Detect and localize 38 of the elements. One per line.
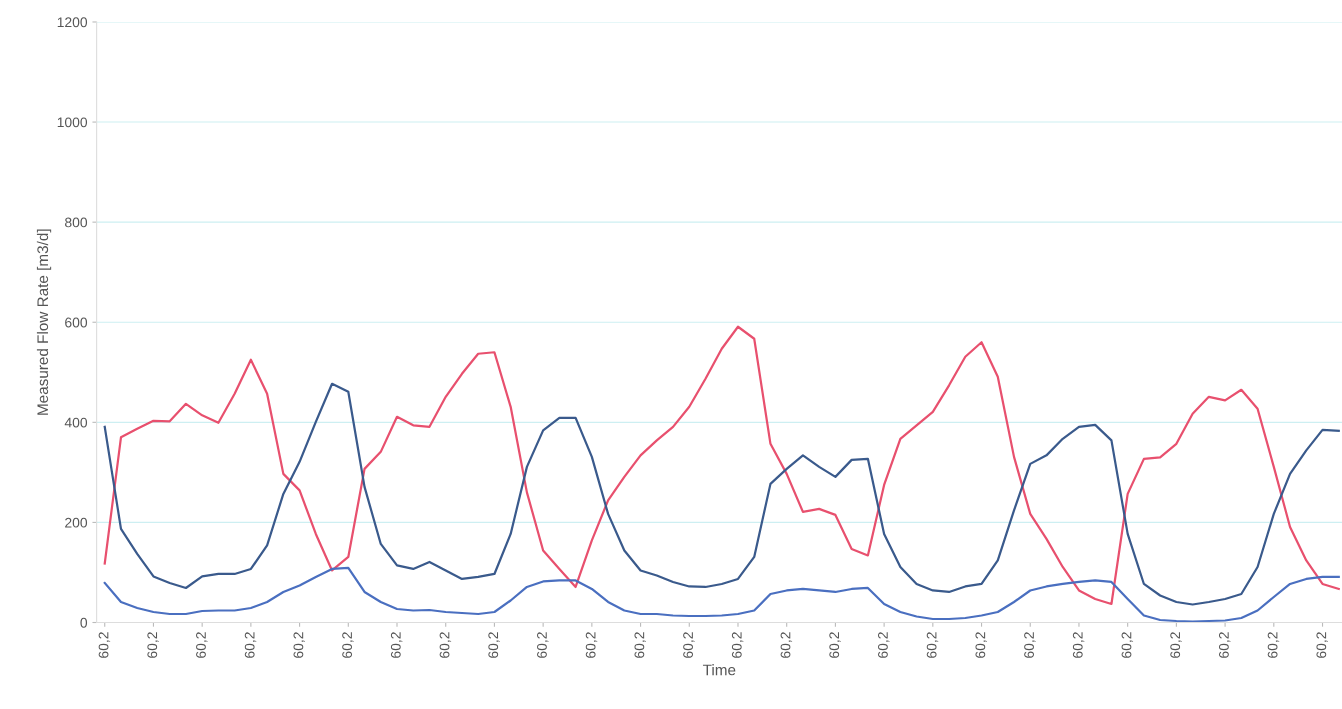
x-tick-label: 60,2 [293, 632, 305, 658]
x-tick-label: 60,2 [244, 632, 257, 658]
x-tick-label: 60,2 [98, 632, 111, 658]
x-tick-label: 60,2 [537, 632, 549, 658]
x-tick-label: 60,2 [1316, 632, 1328, 658]
x-tick-label: 60,2 [196, 632, 208, 658]
y-tick-label: 800 [65, 217, 88, 228]
x-tick-label: 60,2 [1218, 632, 1231, 658]
x-tick-label: 60,2 [1170, 632, 1182, 658]
y-tick-label: 1200 [57, 17, 88, 28]
x-tick-label: 60,2 [147, 632, 159, 658]
y-tick-label: 0 [80, 617, 88, 628]
x-tick-label: 60,2 [585, 632, 598, 658]
y-tick-label: 600 [65, 317, 88, 328]
x-tick-label: 60,2 [390, 632, 403, 658]
x-tick-label: 60,2 [975, 632, 987, 658]
y-tick-label: 200 [65, 517, 88, 528]
x-axis-title: Time [702, 664, 736, 676]
line-series [103, 325, 1340, 606]
x-tick-label: 60,2 [926, 632, 939, 658]
y-tick-label: 400 [64, 417, 88, 428]
x-tick-label: 60,2 [829, 632, 841, 658]
x-tick-label: 60,2 [683, 632, 695, 658]
x-tick-label: 60,2 [634, 632, 646, 658]
x-tick-label: 60,2 [1267, 632, 1280, 658]
x-tick-label: 60,2 [1072, 632, 1085, 658]
x-tick-label: 60,2 [731, 632, 744, 658]
y-axis-title: Measured Flow Rate [m3/d] [36, 229, 52, 415]
y-tick-label: 1000 [57, 117, 88, 128]
x-tick-label: 60,2 [1121, 632, 1134, 658]
x-tick-label: 60,2 [780, 632, 793, 658]
x-tick-label: 60,2 [342, 632, 354, 658]
line-series [103, 382, 1340, 606]
x-tick-label: 60,2 [878, 632, 890, 658]
line-series [103, 566, 1340, 623]
x-tick-label: 60,2 [488, 632, 500, 658]
x-tick-label: 60,2 [1024, 632, 1036, 658]
x-tick-label: 60,2 [439, 632, 452, 658]
